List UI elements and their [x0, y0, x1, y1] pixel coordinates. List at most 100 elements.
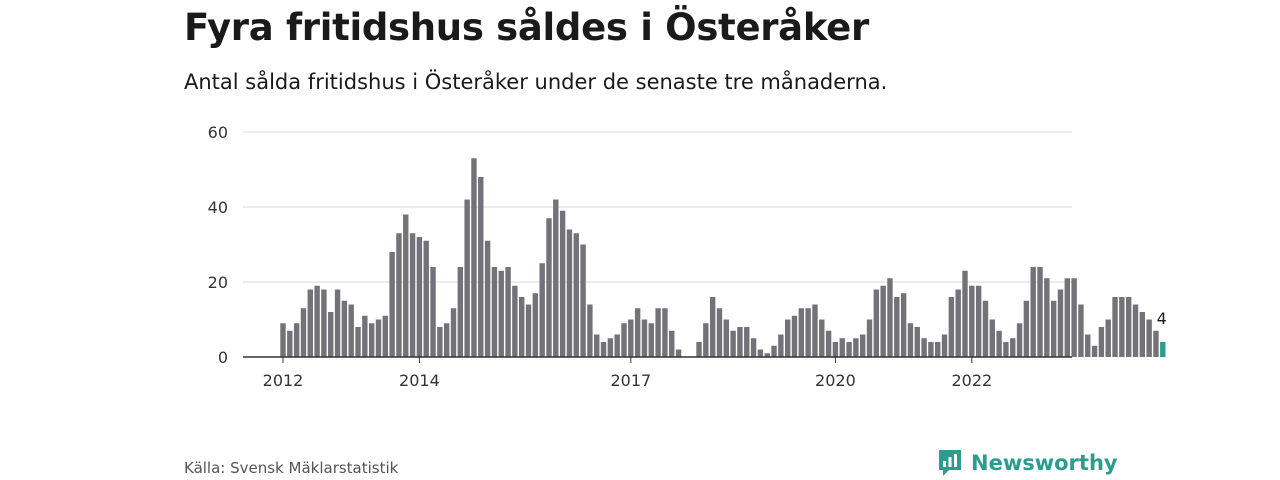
bar — [928, 342, 934, 357]
bar — [334, 289, 341, 357]
bar — [464, 199, 470, 357]
bar — [382, 315, 388, 357]
bar — [669, 330, 675, 357]
bar — [368, 323, 375, 357]
bar — [457, 267, 464, 357]
bar — [300, 308, 307, 357]
bar — [764, 353, 770, 357]
bar — [348, 304, 354, 357]
bar — [1112, 297, 1118, 357]
bar — [853, 338, 859, 357]
bar-chart: 0 20 40 60 2012 2014 2017 2020 2022 4 — [208, 123, 1167, 390]
bar — [832, 342, 839, 357]
bar — [594, 334, 600, 357]
bar — [1023, 300, 1030, 357]
bar — [1030, 267, 1036, 357]
bar — [778, 334, 784, 357]
bar — [328, 312, 334, 357]
source-note: Källa: Svensk Mäklarstatistik — [184, 459, 399, 477]
bar — [1153, 330, 1159, 357]
bar — [478, 177, 484, 357]
bar — [696, 342, 702, 357]
bar — [887, 278, 893, 357]
bar — [709, 297, 716, 357]
bar — [396, 233, 402, 357]
x-tick-label: 2020 — [815, 371, 856, 390]
bar — [825, 330, 832, 357]
bar — [1125, 297, 1132, 357]
bar — [628, 319, 634, 357]
bar — [996, 330, 1002, 357]
brand-logo[interactable]: Newsworthy — [937, 449, 1118, 477]
bar — [600, 342, 607, 357]
y-tick-label: 0 — [218, 348, 228, 367]
chart-subtitle: Antal sålda fritidshus i Österåker under… — [184, 70, 888, 94]
bar — [900, 293, 907, 357]
bar — [423, 240, 429, 357]
bar — [962, 270, 968, 357]
bar — [921, 338, 927, 357]
bar — [307, 289, 313, 357]
bar — [355, 327, 361, 357]
y-tick-label: 20 — [208, 273, 228, 292]
bar — [1050, 300, 1057, 357]
bar — [723, 319, 729, 357]
bar — [607, 338, 614, 357]
bar — [880, 285, 886, 357]
bar — [737, 327, 743, 357]
x-tick-label: 2017 — [610, 371, 651, 390]
bar — [1085, 334, 1091, 357]
bar — [546, 218, 552, 357]
bar — [703, 323, 709, 357]
bar — [525, 304, 532, 357]
bar — [860, 334, 866, 357]
bar — [403, 214, 409, 357]
bar — [846, 342, 852, 357]
bar — [941, 334, 948, 357]
bar — [641, 319, 648, 357]
bar — [989, 319, 995, 357]
bar — [430, 267, 436, 357]
bar — [321, 289, 327, 357]
bar — [948, 297, 955, 357]
bar — [784, 319, 791, 357]
bar — [982, 300, 989, 357]
bar — [648, 323, 654, 357]
bar — [389, 252, 395, 357]
bar — [1044, 278, 1050, 357]
bar — [955, 289, 961, 357]
chart-title: Fyra fritidshus såldes i Österåker — [184, 6, 869, 49]
bar — [812, 304, 818, 357]
bar — [314, 285, 320, 357]
bar — [559, 210, 566, 357]
bar — [532, 293, 539, 357]
bar — [614, 334, 620, 357]
y-tick-label: 60 — [208, 123, 228, 142]
bar — [757, 349, 764, 357]
bar — [519, 297, 525, 357]
bar — [744, 327, 750, 357]
bar — [443, 323, 450, 357]
bar — [1057, 289, 1064, 357]
bar — [362, 315, 368, 357]
bar — [798, 308, 805, 357]
bar — [1146, 319, 1152, 357]
bar — [839, 338, 845, 357]
bar-latest — [1160, 342, 1166, 357]
bar — [866, 319, 873, 357]
brand-name: Newsworthy — [971, 451, 1118, 475]
bar — [750, 338, 757, 357]
newsworthy-logo-icon — [939, 450, 961, 476]
bar — [1064, 278, 1070, 357]
bar — [573, 233, 579, 357]
bar — [716, 308, 723, 357]
bar — [969, 285, 975, 357]
bar — [587, 304, 593, 357]
bar — [662, 308, 668, 357]
bar — [1003, 342, 1009, 357]
bar — [1016, 323, 1023, 357]
bar — [655, 308, 661, 357]
bar — [935, 342, 941, 357]
bar — [484, 240, 491, 357]
x-tick-label: 2012 — [263, 371, 304, 390]
